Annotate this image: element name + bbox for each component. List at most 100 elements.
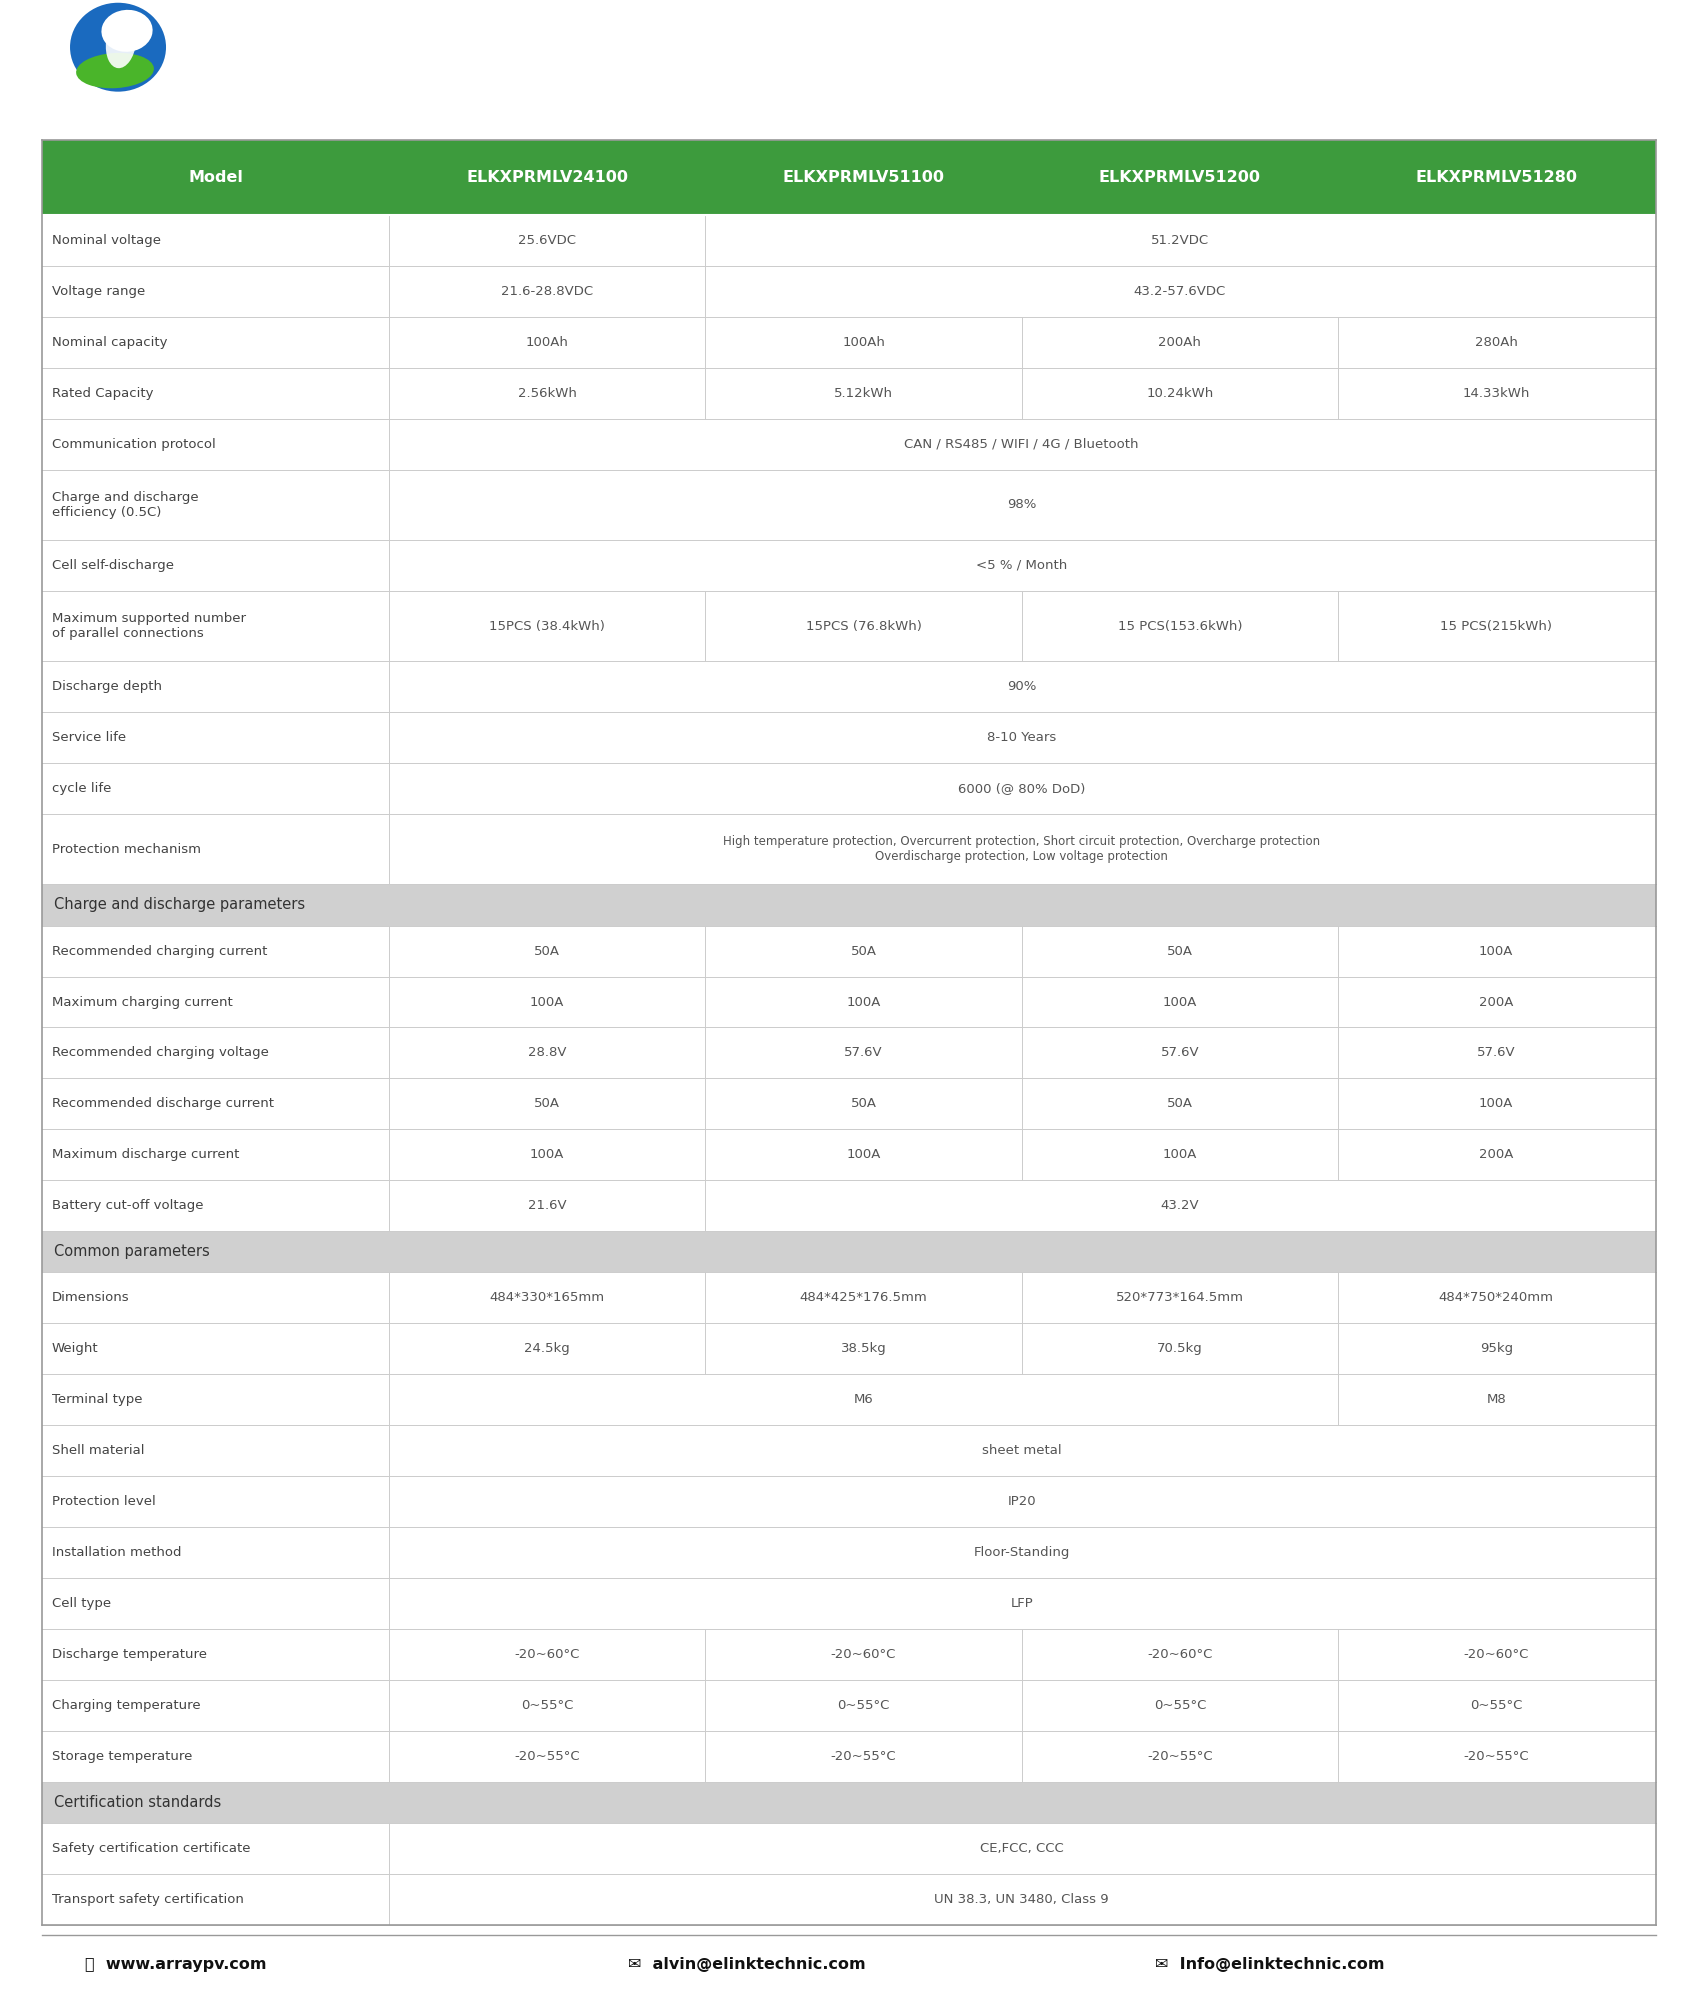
Bar [42, 884, 1656, 926]
Text: 57.6V: 57.6V [1477, 1046, 1516, 1060]
Text: UN 38.3, UN 3480, Class 9: UN 38.3, UN 3480, Class 9 [934, 1892, 1109, 1906]
Text: ELKXPRMLV24100: ELKXPRMLV24100 [467, 170, 628, 186]
Bar [42, 266, 1656, 316]
Text: 90%: 90% [1007, 680, 1036, 694]
Text: ✉  alvin@elinktechnic.com: ✉ alvin@elinktechnic.com [628, 1958, 866, 1972]
Text: 8-10 Years: 8-10 Years [987, 732, 1056, 744]
Bar [42, 814, 1656, 884]
Text: Common parameters: Common parameters [54, 1244, 211, 1260]
Text: -20~55°C: -20~55°C [1464, 1750, 1528, 1762]
Text: 5.12kWh: 5.12kWh [834, 386, 893, 400]
Bar [42, 1272, 1656, 1324]
Text: 200A: 200A [1479, 1148, 1513, 1162]
Text: Recommended charging current: Recommended charging current [53, 944, 267, 958]
Bar [42, 1374, 1656, 1426]
Bar [42, 1180, 1656, 1232]
Text: -20~55°C: -20~55°C [1148, 1750, 1212, 1762]
Text: 280Ah: 280Ah [1476, 336, 1518, 348]
Text: Charge and discharge parameters: Charge and discharge parameters [54, 898, 306, 912]
Text: Maximum charging current: Maximum charging current [53, 996, 233, 1008]
Bar [42, 1730, 1656, 1782]
Text: -20~60°C: -20~60°C [1464, 1648, 1528, 1660]
Text: Certification standards: Certification standards [54, 1794, 221, 1810]
Text: Service life: Service life [53, 732, 126, 744]
Text: Recommended charging voltage: Recommended charging voltage [53, 1046, 268, 1060]
Text: 95kg: 95kg [1479, 1342, 1513, 1356]
Text: 21.6V: 21.6V [528, 1200, 567, 1212]
Text: Maximum discharge current: Maximum discharge current [53, 1148, 239, 1162]
Text: 100A: 100A [530, 1148, 564, 1162]
Text: Transport safety certification: Transport safety certification [53, 1892, 245, 1906]
Bar [42, 1782, 1656, 1822]
Bar [42, 540, 1656, 590]
Text: Installation method: Installation method [53, 1546, 182, 1560]
Text: Discharge temperature: Discharge temperature [53, 1648, 207, 1660]
Text: -20~60°C: -20~60°C [1148, 1648, 1212, 1660]
Text: M8: M8 [1486, 1394, 1506, 1406]
Bar [42, 662, 1656, 712]
Text: 0~55°C: 0~55°C [837, 1698, 890, 1712]
Text: 520*773*164.5mm: 520*773*164.5mm [1116, 1292, 1245, 1304]
Text: 200A: 200A [1479, 996, 1513, 1008]
Text: High temperature protection, Overcurrent protection, Short circuit protection, O: High temperature protection, Overcurrent… [723, 836, 1321, 864]
Text: 10.24kWh: 10.24kWh [1146, 386, 1214, 400]
Text: 98%: 98% [1007, 498, 1036, 512]
Text: 200Ah: 200Ah [1158, 336, 1200, 348]
Text: 57.6V: 57.6V [1160, 1046, 1199, 1060]
Bar [42, 1476, 1656, 1528]
Text: 21.6-28.8VDC: 21.6-28.8VDC [501, 284, 593, 298]
Text: Safety certification certificate: Safety certification certificate [53, 1842, 251, 1854]
Bar [42, 1822, 1656, 1874]
Text: 100A: 100A [846, 996, 881, 1008]
Text: 0~55°C: 0~55°C [1470, 1698, 1523, 1712]
Bar [42, 1426, 1656, 1476]
Ellipse shape [102, 10, 153, 52]
Text: IP20: IP20 [1007, 1496, 1036, 1508]
Text: sheet metal: sheet metal [981, 1444, 1061, 1458]
Bar [42, 1578, 1656, 1628]
Text: -20~55°C: -20~55°C [514, 1750, 581, 1762]
Bar [42, 140, 1656, 214]
Text: 100A: 100A [1163, 996, 1197, 1008]
Text: 28.8V: 28.8V [528, 1046, 567, 1060]
Text: -20~55°C: -20~55°C [830, 1750, 897, 1762]
Text: 2.56kWh: 2.56kWh [518, 386, 577, 400]
Bar [42, 1680, 1656, 1730]
Text: Recommended discharge current: Recommended discharge current [53, 1098, 273, 1110]
Bar [42, 712, 1656, 764]
Text: Cell self-discharge: Cell self-discharge [53, 558, 173, 572]
Text: Nominal capacity: Nominal capacity [53, 336, 168, 348]
Text: 38.5kg: 38.5kg [841, 1342, 886, 1356]
Ellipse shape [105, 16, 136, 68]
Text: M6: M6 [854, 1394, 873, 1406]
Bar [42, 590, 1656, 662]
Text: cycle life: cycle life [53, 782, 112, 796]
Bar [42, 1628, 1656, 1680]
Text: 14.33kWh: 14.33kWh [1462, 386, 1530, 400]
Bar [42, 1078, 1656, 1130]
Text: 50A: 50A [1167, 944, 1194, 958]
Text: Communication protocol: Communication protocol [53, 438, 216, 450]
Text: 50A: 50A [535, 944, 560, 958]
Text: 15 PCS(215kWh): 15 PCS(215kWh) [1440, 620, 1552, 632]
Bar [42, 1232, 1656, 1272]
Ellipse shape [76, 52, 155, 88]
Text: Shell material: Shell material [53, 1444, 144, 1458]
Text: Terminal type: Terminal type [53, 1394, 143, 1406]
Text: Model: Model [188, 170, 243, 186]
Text: 484*425*176.5mm: 484*425*176.5mm [800, 1292, 927, 1304]
Bar [42, 316, 1656, 368]
Text: 6000 (@ 80% DoD): 6000 (@ 80% DoD) [958, 782, 1085, 796]
Text: Maximum supported number
of parallel connections: Maximum supported number of parallel con… [53, 612, 246, 640]
Text: 484*750*240mm: 484*750*240mm [1438, 1292, 1554, 1304]
Text: Voltage range: Voltage range [53, 284, 146, 298]
Text: ⓔ  www.arraypv.com: ⓔ www.arraypv.com [85, 1958, 267, 1972]
Text: 51.2VDC: 51.2VDC [1151, 234, 1209, 246]
Text: 43.2V: 43.2V [1160, 1200, 1199, 1212]
Text: 100A: 100A [1163, 1148, 1197, 1162]
Text: 50A: 50A [851, 944, 876, 958]
Bar [42, 214, 1656, 266]
Text: 24.5kg: 24.5kg [525, 1342, 571, 1356]
Text: 0~55°C: 0~55°C [1153, 1698, 1206, 1712]
Text: Storage temperature: Storage temperature [53, 1750, 192, 1762]
